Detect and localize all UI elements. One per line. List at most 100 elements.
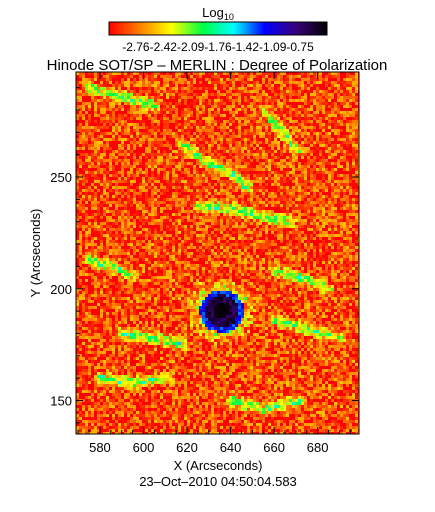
heatmap-cell	[325, 216, 328, 219]
heatmap-cell	[310, 111, 313, 114]
heatmap-cell	[124, 105, 127, 108]
heatmap-cell	[310, 219, 313, 222]
heatmap-cell	[307, 99, 310, 102]
heatmap-cell	[217, 120, 220, 123]
heatmap-cell	[223, 219, 226, 222]
heatmap-cell	[133, 207, 136, 210]
heatmap-cell	[142, 129, 145, 132]
heatmap-cell	[223, 150, 226, 153]
heatmap-cell	[307, 213, 310, 216]
heatmap-cell	[304, 168, 307, 171]
heatmap-cell	[256, 186, 259, 189]
heatmap-cell	[121, 108, 124, 111]
heatmap-cell	[121, 138, 124, 141]
heatmap-cell	[121, 102, 124, 105]
heatmap-cell	[124, 120, 127, 123]
heatmap-cell	[118, 222, 121, 225]
heatmap-cell	[262, 72, 265, 75]
heatmap-cell	[250, 216, 253, 219]
heatmap-cell	[262, 132, 265, 135]
heatmap-cell	[289, 153, 292, 156]
heatmap-cell	[172, 96, 175, 99]
heatmap-cell	[334, 117, 337, 120]
heatmap-cell	[88, 162, 91, 165]
heatmap-cell	[172, 81, 175, 84]
heatmap-cell	[166, 102, 169, 105]
heatmap-cell	[202, 207, 205, 210]
heatmap-cell	[157, 96, 160, 99]
heatmap-cell	[310, 75, 313, 78]
heatmap-cell	[112, 117, 115, 120]
heatmap-cell	[277, 156, 280, 159]
heatmap-cell	[145, 153, 148, 156]
heatmap-cell	[217, 126, 220, 129]
heatmap-cell	[196, 150, 199, 153]
heatmap-cell	[307, 183, 310, 186]
heatmap-cell	[346, 111, 349, 114]
heatmap-cell	[343, 132, 346, 135]
heatmap-cell	[187, 162, 190, 165]
heatmap-cell	[199, 93, 202, 96]
heatmap-cell	[127, 87, 130, 90]
heatmap-cell	[124, 165, 127, 168]
heatmap-cell	[325, 225, 328, 228]
heatmap-cell	[181, 132, 184, 135]
heatmap-cell	[352, 72, 355, 75]
heatmap-cell	[220, 174, 223, 177]
heatmap-cell	[217, 78, 220, 81]
heatmap-cell	[100, 222, 103, 225]
heatmap-cell	[127, 147, 130, 150]
heatmap-cell	[220, 219, 223, 222]
heatmap-cell	[106, 228, 109, 231]
heatmap-cell	[217, 177, 220, 180]
heatmap-cell	[346, 135, 349, 138]
heatmap-cell	[136, 210, 139, 213]
heatmap-cell	[256, 78, 259, 81]
heatmap-cell	[319, 132, 322, 135]
heatmap-cell	[220, 123, 223, 126]
heatmap-cell	[166, 186, 169, 189]
heatmap-cell	[160, 147, 163, 150]
heatmap-cell	[178, 156, 181, 159]
heatmap-cell	[307, 75, 310, 78]
heatmap-cell	[310, 84, 313, 87]
heatmap-cell	[259, 78, 262, 81]
heatmap-cell	[271, 120, 274, 123]
heatmap-cell	[115, 219, 118, 222]
heatmap-cell	[208, 117, 211, 120]
heatmap-cell	[139, 81, 142, 84]
heatmap-cell	[223, 156, 226, 159]
heatmap-cell	[298, 210, 301, 213]
heatmap-cell	[304, 183, 307, 186]
heatmap-cell	[301, 159, 304, 162]
heatmap-cell	[154, 120, 157, 123]
heatmap-cell	[118, 105, 121, 108]
heatmap-cell	[94, 150, 97, 153]
heatmap-cell	[226, 162, 229, 165]
heatmap-cell	[316, 135, 319, 138]
heatmap-cell	[328, 222, 331, 225]
heatmap-cell	[145, 87, 148, 90]
heatmap-cell	[340, 144, 343, 147]
heatmap-cell	[187, 195, 190, 198]
heatmap-cell	[229, 102, 232, 105]
heatmap-cell	[253, 213, 256, 216]
heatmap-cell	[325, 171, 328, 174]
heatmap-cell	[301, 87, 304, 90]
heatmap-cell	[262, 123, 265, 126]
heatmap-cell	[184, 156, 187, 159]
heatmap-cell	[247, 180, 250, 183]
heatmap-cell	[256, 171, 259, 174]
heatmap-cell	[121, 183, 124, 186]
heatmap-cell	[292, 198, 295, 201]
heatmap-cell	[277, 123, 280, 126]
heatmap-cell	[85, 135, 88, 138]
heatmap-cell	[97, 177, 100, 180]
heatmap-cell	[163, 114, 166, 117]
heatmap-cell	[178, 126, 181, 129]
heatmap-cell	[196, 123, 199, 126]
heatmap-cell	[184, 135, 187, 138]
heatmap-cell	[271, 105, 274, 108]
heatmap-cell	[100, 126, 103, 129]
heatmap-cell	[349, 192, 352, 195]
